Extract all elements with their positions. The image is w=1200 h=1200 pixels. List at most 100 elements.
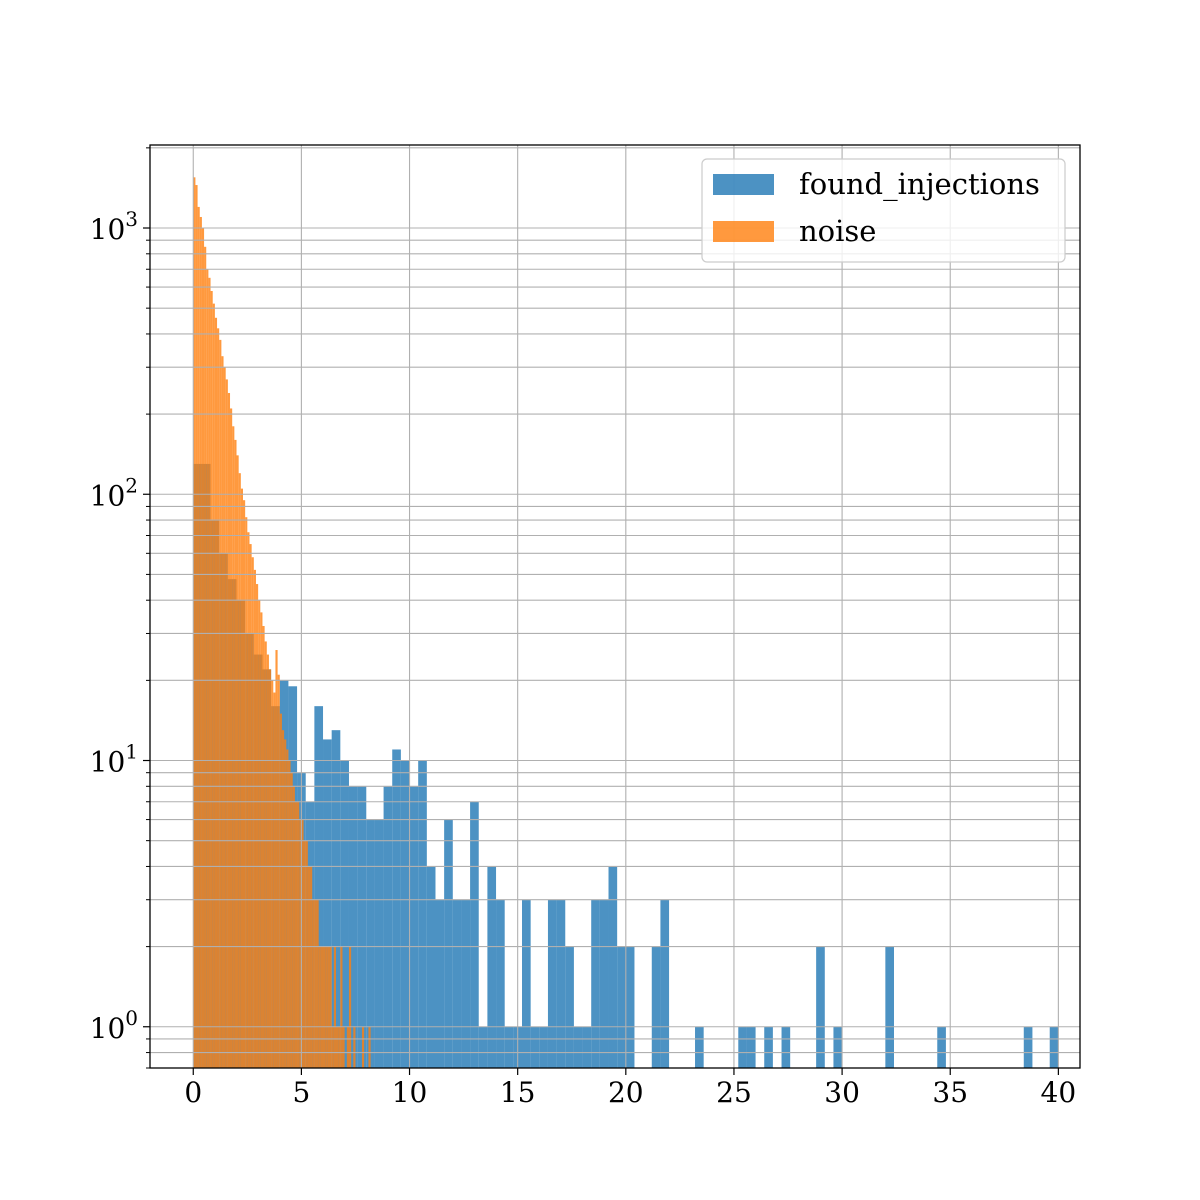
noise-bars [193,177,371,1069]
bar [409,786,419,1068]
bar [348,946,352,1068]
bar [219,339,222,1068]
legend-swatch [713,221,774,242]
bar [539,1026,548,1068]
bar [288,760,291,1068]
bar [556,899,566,1068]
bar [599,899,609,1068]
y-tick-label: 100 [90,1006,138,1045]
x-tick-label: 5 [292,1076,310,1109]
bar [294,801,298,1068]
bar [329,946,332,1068]
bar [374,819,384,1068]
bar [271,680,274,1068]
bar [227,393,231,1068]
bar [496,899,505,1068]
bar [232,426,235,1068]
bar [348,786,358,1068]
bar [746,1026,756,1068]
y-tick-label: 101 [90,740,138,779]
bar [522,899,531,1068]
bar [418,760,427,1068]
bar [238,473,241,1069]
bar [651,946,661,1068]
bar [204,246,207,1068]
bar [195,185,198,1069]
bar [210,290,213,1069]
bar [625,946,635,1068]
bar [249,544,252,1068]
bar [325,946,328,1068]
bar [193,177,196,1069]
bar [262,626,265,1068]
bar [223,367,226,1068]
bar [1049,1026,1059,1068]
bar [312,899,315,1068]
bar [340,946,343,1068]
bar [547,899,557,1068]
bar [383,786,393,1068]
bar [230,408,233,1068]
bar [310,866,313,1068]
bar [338,1026,341,1068]
x-tick-label: 35 [932,1076,968,1109]
bar [314,706,324,1068]
bar [206,269,209,1068]
x-tick-label: 10 [392,1076,428,1109]
bar [361,1026,365,1068]
bar [452,899,462,1068]
bar [221,356,224,1068]
bar [279,713,282,1068]
x-tick-label: 20 [608,1076,644,1109]
bar [331,730,341,1068]
bar [284,739,287,1068]
bar [392,749,401,1068]
bar [346,1026,349,1068]
bar [199,216,202,1068]
bar [781,1026,791,1068]
x-tick-label: 25 [716,1076,752,1109]
bar [290,772,293,1068]
bar [292,786,295,1068]
bar [582,1026,592,1068]
bar [1023,1026,1033,1068]
bar [833,1026,843,1068]
bar [247,532,250,1068]
bar [316,899,319,1068]
bar [208,277,211,1068]
x-axis-ticks: 0 5 10 15 20 25 30 35 40 [184,1068,1076,1109]
bar [591,899,600,1068]
bar [504,1026,514,1068]
bar [565,946,574,1068]
bar [240,488,243,1068]
plot-frame [149,144,1081,1069]
bar [245,517,248,1068]
bar [435,899,445,1068]
bar [608,866,618,1068]
bar [225,379,228,1068]
bar [353,1026,356,1068]
bar [297,801,300,1068]
legend-label: noise [799,214,876,248]
bar [320,946,324,1068]
bar [214,317,218,1068]
x-tick-label: 15 [500,1076,536,1109]
bar [327,946,330,1068]
bar [275,650,278,1068]
x-tick-label: 30 [824,1076,860,1109]
bar [333,946,336,1068]
y-axis-ticks: 100 101 102 103 [90,147,150,1069]
bar [336,1026,339,1068]
bar [368,1026,371,1068]
bar [212,303,215,1068]
bar [764,1026,773,1068]
bar [357,786,367,1068]
bar [258,600,261,1068]
bar [530,1026,540,1068]
bar [251,557,254,1068]
bar [277,674,280,1068]
y-tick-label: 103 [90,207,138,246]
bar [470,801,479,1068]
